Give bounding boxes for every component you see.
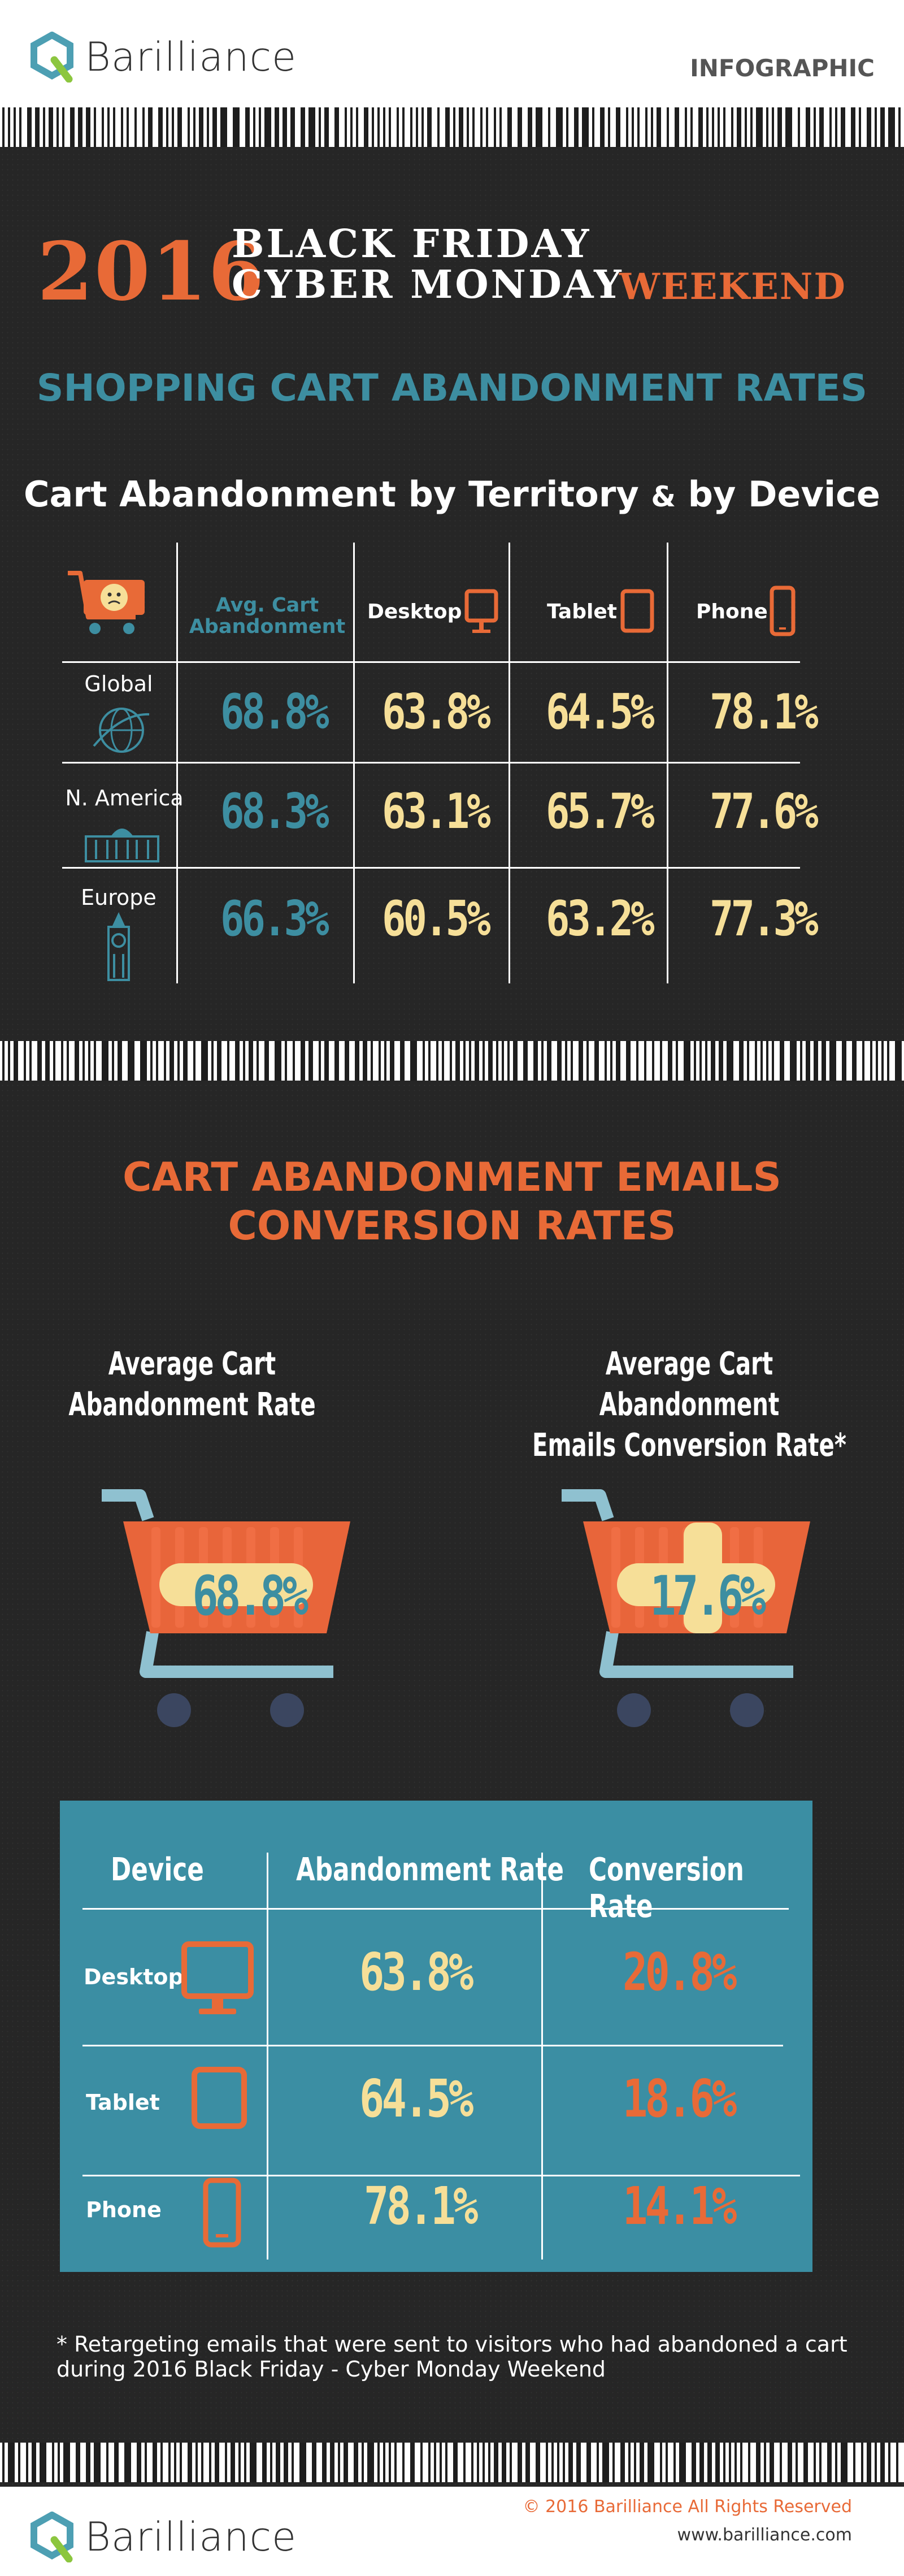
section2-title-line-2: CONVERSION RATES	[228, 1203, 676, 1249]
title-weekend: WEEKEND	[619, 266, 846, 308]
section2-title-line-1: CART ABANDONMENT EMAILS	[123, 1154, 781, 1200]
big-ben-icon	[107, 912, 130, 981]
device-phone-label: Phone	[86, 2197, 162, 2222]
barcode-divider-bottom	[0, 2443, 904, 2482]
desktop-abandonment: 63.8%	[359, 1942, 473, 2002]
left-cart-value: 68.8%	[192, 1564, 308, 1628]
left-cart-label-line-2: Abandonment Rate	[68, 1386, 316, 1423]
copyright: © 2016 Barilliance All Rights Reserved	[523, 2497, 852, 2517]
infographic-tag: INFOGRAPHIC	[690, 54, 875, 82]
footer-brand-logo[interactable]: Barilliance	[29, 2512, 297, 2562]
right-cart-value: 17.6%	[650, 1564, 766, 1628]
subtitle-part-a: Cart Abandonment by Territory	[24, 474, 639, 515]
barcode-divider-top	[0, 107, 904, 147]
tablet-conversion: 18.6%	[623, 2068, 737, 2129]
shopping-cart-right-icon	[562, 1489, 810, 1727]
device-conversion-table: Device Abandonment Rate Conversion Rate …	[60, 1801, 812, 2272]
col-conversion-rate: Conversion Rate	[589, 1851, 744, 1925]
col-phone: Phone	[696, 600, 768, 623]
col-desktop: Desktop	[367, 600, 462, 623]
title-line-1: BLACK FRIDAY	[232, 222, 592, 267]
left-cart-label-line-1: Average Cart	[108, 1346, 276, 1382]
phone-icon	[203, 2178, 241, 2248]
table-row-divider	[82, 2045, 783, 2046]
desktop-icon	[464, 589, 498, 633]
subtitle-part-b: by Device	[688, 474, 880, 515]
table-divider	[267, 1853, 268, 2260]
global-tablet: 64.5%	[546, 684, 655, 740]
sad-cart-icon	[68, 571, 145, 634]
na-tablet: 65.7%	[546, 783, 655, 840]
title-event: BLACK FRIDAY CYBER MONDAY	[232, 224, 624, 305]
row-label-global: Global	[84, 671, 153, 696]
footnote: * Retargeting emails that were sent to v…	[56, 2332, 847, 2382]
right-cart-label: Average Cart Abandonment Emails Conversi…	[527, 1344, 852, 1466]
footer-bar	[0, 2487, 904, 2576]
eu-avg: 66.3%	[220, 891, 329, 947]
eu-desktop: 60.5%	[382, 891, 491, 947]
table-row-divider	[62, 762, 800, 764]
left-cart-label: Average Cart Abandonment Rate	[47, 1344, 337, 1425]
section1-subtitle: Cart Abandonment by Territory & by Devic…	[0, 474, 904, 515]
table-row-divider	[62, 661, 800, 663]
tablet-icon	[192, 2067, 247, 2129]
right-cart-label-line-2: Emails Conversion Rate*	[532, 1427, 846, 1464]
section2-title: CART ABANDONMENT EMAILS CONVERSION RATES	[0, 1153, 904, 1250]
title-line-2: CYBER MONDAY	[232, 262, 624, 307]
phone-conversion: 14.1%	[623, 2176, 737, 2236]
row-label-europe: Europe	[81, 885, 157, 910]
col-avg-abandonment: Avg. Cart Abandonment	[189, 594, 346, 638]
tablet-icon	[620, 589, 654, 633]
eu-phone: 77.3%	[710, 891, 819, 947]
global-avg: 68.8%	[220, 684, 329, 740]
globe-icon	[93, 708, 150, 753]
white-house-icon	[85, 829, 159, 862]
na-phone: 77.6%	[710, 783, 819, 840]
phone-icon	[770, 586, 796, 636]
col-abandonment-rate: Abandonment Rate	[296, 1851, 564, 1888]
brand-name: Barilliance	[85, 34, 297, 80]
na-desktop: 63.1%	[382, 783, 491, 840]
na-avg: 68.3%	[220, 783, 329, 840]
barilliance-logo-icon	[31, 32, 73, 83]
right-cart-label-line-1: Average Cart Abandonment	[599, 1346, 780, 1423]
shopping-cart-left-icon	[102, 1489, 350, 1727]
title-year: 2016	[37, 225, 266, 319]
col-tablet: Tablet	[547, 600, 617, 623]
device-desktop-label: Desktop	[84, 1964, 184, 1989]
global-desktop: 63.8%	[382, 684, 491, 740]
section1-title: SHOPPING CART ABANDONMENT RATES	[36, 366, 868, 410]
row-label-n-america: N. America	[65, 786, 184, 810]
subtitle-amp: &	[651, 480, 676, 513]
table-row-divider	[82, 2175, 800, 2176]
table-divider	[541, 1853, 543, 2260]
col-device: Device	[111, 1851, 204, 1888]
phone-abandonment: 78.1%	[364, 2176, 478, 2236]
website-link[interactable]: www.barilliance.com	[677, 2525, 852, 2545]
desktop-conversion: 20.8%	[623, 1942, 737, 2002]
table-row-divider	[82, 1908, 789, 1910]
brand-logo[interactable]: Barilliance	[29, 32, 297, 83]
barcode-divider-middle	[0, 1041, 904, 1081]
global-phone: 78.1%	[710, 684, 819, 740]
barilliance-logo-icon	[31, 2512, 73, 2562]
desktop-icon	[181, 1941, 254, 2014]
table-row-divider	[62, 867, 800, 869]
tablet-abandonment: 64.5%	[359, 2068, 473, 2129]
footer-brand-name: Barilliance	[85, 2514, 297, 2560]
territory-device-table: Avg. Cart Abandonment Desktop Tablet Pho…	[62, 543, 819, 989]
header-bar	[0, 0, 904, 107]
eu-tablet: 63.2%	[546, 891, 655, 947]
device-tablet-label: Tablet	[86, 2090, 160, 2115]
